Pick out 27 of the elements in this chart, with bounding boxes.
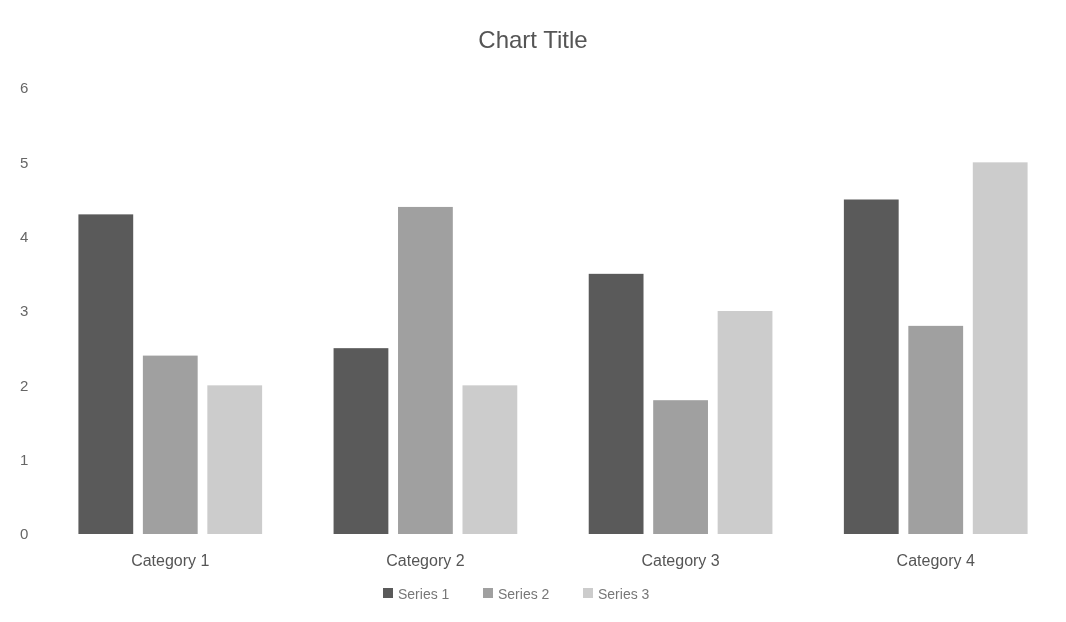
x-tick-label: Category 4 bbox=[896, 552, 975, 569]
bar bbox=[333, 348, 389, 534]
legend-label: Series 2 bbox=[498, 585, 550, 602]
y-tick-label: 4 bbox=[20, 227, 29, 245]
x-tick-label: Category 2 bbox=[386, 552, 465, 569]
x-tick-label: Category 1 bbox=[131, 552, 210, 569]
legend-label: Series 3 bbox=[598, 585, 650, 602]
y-tick-label: 3 bbox=[20, 302, 29, 320]
y-tick-label: 0 bbox=[20, 525, 29, 543]
bar bbox=[972, 162, 1028, 534]
bar bbox=[462, 385, 518, 534]
bar bbox=[142, 355, 198, 534]
bar bbox=[398, 206, 453, 534]
chart-title: Chart Title bbox=[478, 26, 588, 53]
y-tick-label: 6 bbox=[20, 79, 29, 97]
y-tick-label: 2 bbox=[20, 376, 29, 394]
y-tick-label: 1 bbox=[20, 450, 29, 468]
bar bbox=[78, 214, 134, 534]
legend-label: Series 1 bbox=[398, 585, 450, 602]
bar bbox=[717, 311, 773, 534]
y-tick-label: 5 bbox=[20, 153, 29, 171]
x-tick-label: Category 3 bbox=[641, 552, 720, 569]
bar bbox=[588, 273, 644, 534]
bar bbox=[843, 199, 899, 534]
bar bbox=[207, 385, 263, 534]
bar bbox=[908, 325, 964, 534]
bar bbox=[653, 400, 708, 534]
